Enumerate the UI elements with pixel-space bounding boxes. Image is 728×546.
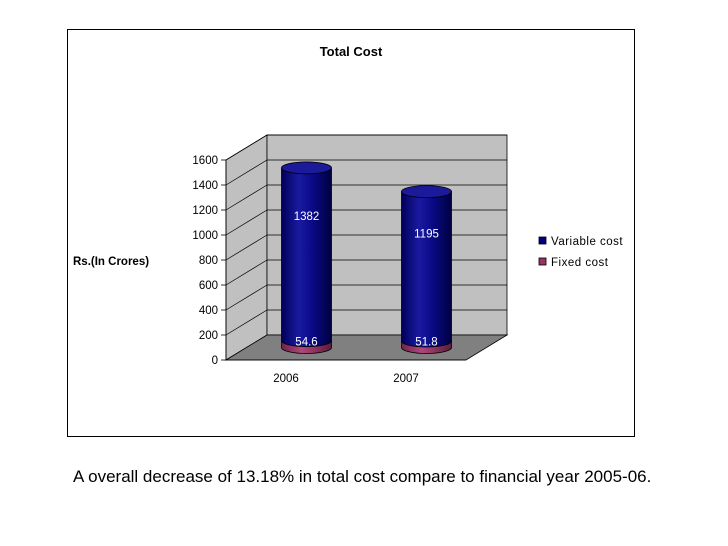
gridline-side — [225, 209, 268, 236]
y-tick-label: 800 — [199, 255, 218, 267]
y-tick-label: 0 — [212, 355, 218, 367]
y-tick-label: 1400 — [192, 180, 218, 192]
data-label-fixed-cost-2006: 54.6 — [295, 337, 317, 349]
bar-top-2007 — [401, 185, 452, 199]
gridline-side — [225, 184, 268, 211]
bar-top-2006 — [281, 161, 332, 175]
chart-caption: A overall decrease of 13.18% in total co… — [73, 467, 652, 486]
legend-label-fixed-cost: Fixed cost — [551, 257, 609, 269]
total-cost-chart: 0 200 400 600 800 1000 1200 1400 1600 54.6 1382 20… — [73, 44, 623, 385]
chart-frame: 0 200 400 600 800 1000 1200 1400 1600 54.6 1382 20… — [67, 29, 635, 437]
chart-title: Total Cost — [320, 44, 383, 59]
legend-swatch-variable-cost — [538, 236, 547, 245]
gridline-side — [225, 159, 268, 186]
y-tick-label: 400 — [199, 305, 218, 317]
y-tick-label: 1200 — [192, 205, 218, 217]
y-tick-label: 200 — [199, 330, 218, 342]
data-label-fixed-cost-2007: 51.8 — [415, 337, 437, 349]
gridline-side — [225, 134, 268, 161]
x-tick-label-2007: 2007 — [393, 373, 419, 385]
data-label-variable-cost-2006: 1382 — [294, 211, 320, 223]
gridline-side — [225, 234, 268, 261]
y-tick-label: 600 — [199, 280, 218, 292]
gridline-side — [225, 259, 268, 286]
gridline-side — [225, 284, 268, 311]
y-axis-label: Rs.(In Crores) — [73, 256, 149, 268]
y-tick-label: 1000 — [192, 230, 218, 242]
legend: Variable cost Fixed cost — [538, 236, 623, 269]
data-label-variable-cost-2007: 1195 — [414, 229, 439, 241]
legend-label-variable-cost: Variable cost — [551, 236, 623, 248]
floor — [224, 334, 509, 361]
gridline-side — [225, 309, 268, 336]
bar-variable-cost-2007 — [401, 191, 452, 348]
bar-variable-cost-2006 — [281, 167, 332, 348]
y-tick-label: 1600 — [192, 155, 218, 167]
x-tick-label-2006: 2006 — [273, 373, 299, 385]
legend-swatch-fixed-cost — [538, 257, 547, 266]
